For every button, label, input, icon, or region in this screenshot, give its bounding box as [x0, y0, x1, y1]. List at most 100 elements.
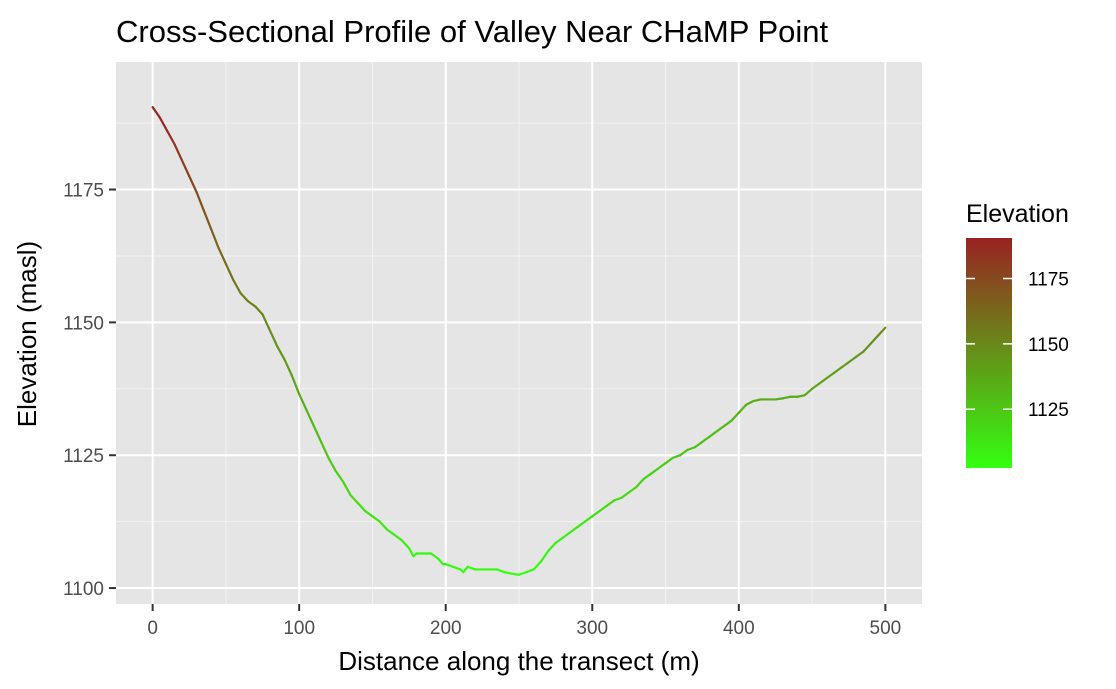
- profile-line-segment: [437, 557, 444, 566]
- profile-line-segment: [378, 520, 389, 531]
- y-tick-label: 1175: [63, 181, 104, 202]
- profile-line-segment: [613, 496, 623, 502]
- legend-tick-label: 1125: [1028, 400, 1069, 421]
- profile-line-segment: [774, 397, 784, 401]
- profile-line-segment: [386, 528, 396, 537]
- profile-line-segment: [283, 358, 293, 377]
- profile-line-segment: [649, 467, 660, 475]
- profile-line-segment: [466, 565, 477, 571]
- profile-line-segment: [708, 430, 718, 438]
- profile-line-segment: [664, 456, 674, 465]
- profile-line-segment: [525, 568, 535, 574]
- legend-tick-label: 1175: [1028, 270, 1069, 291]
- profile-line-segment: [825, 371, 836, 380]
- profile-line-segment: [510, 572, 521, 576]
- profile-line-segment: [781, 395, 792, 400]
- y-tick-label: 1100: [63, 579, 104, 600]
- profile-line-segment: [393, 533, 403, 542]
- profile-line-segment: [671, 454, 682, 459]
- profile-line-segment: [407, 547, 415, 558]
- y-tick-label: 1150: [63, 313, 104, 334]
- y-tick-label: 1125: [63, 446, 104, 467]
- profile-line-segment: [517, 571, 528, 576]
- profile-line-segment: [598, 504, 609, 513]
- profile-line-segment: [620, 491, 631, 499]
- profile-line-segment: [298, 393, 308, 412]
- profile-line-segment: [876, 326, 887, 337]
- profile-line-segment: [356, 501, 367, 513]
- legend-title: Elevation: [966, 200, 1069, 228]
- profile-line-segment: [173, 143, 184, 162]
- profile-line-segment: [268, 329, 279, 348]
- x-tick-label: 400: [723, 618, 755, 639]
- legend-tick-label: 1150: [1028, 335, 1069, 356]
- profile-line-segment: [627, 485, 638, 494]
- profile-line-segment: [862, 342, 872, 353]
- profile-line-segment: [847, 355, 858, 364]
- x-axis-title: Distance along the transect (m): [338, 646, 699, 676]
- profile-line-segment: [818, 377, 828, 385]
- profile-line-segment: [246, 300, 257, 308]
- chart-title: Cross-Sectional Profile of Valley Near C…: [116, 14, 829, 49]
- profile-line-segment: [151, 106, 162, 119]
- profile-line-segment: [202, 209, 213, 231]
- profile-line-segment: [217, 246, 228, 266]
- profile-line-segment: [840, 361, 850, 369]
- profile-line-segment: [342, 480, 352, 497]
- profile-line-segment: [239, 292, 249, 303]
- profile-line-segment: [462, 565, 469, 574]
- profile-line-segment: [715, 424, 726, 433]
- legend-ticks: 1125 1150 1175: [966, 270, 1069, 421]
- x-tick-label: 200: [430, 618, 462, 639]
- profile-line-segment: [642, 472, 652, 481]
- profile-line-segment: [195, 191, 206, 212]
- minor-gridlines: [116, 62, 922, 604]
- x-axis: 0 100 200 300 400 500: [147, 604, 901, 639]
- profile-line-segment: [803, 387, 814, 397]
- profile-line-segment: [364, 509, 374, 518]
- profile-line-segment: [635, 478, 645, 489]
- profile-line-segment: [547, 541, 557, 552]
- profile-line-segment: [334, 470, 345, 483]
- major-gridlines: [116, 62, 922, 604]
- x-tick-label: 0: [147, 618, 158, 639]
- profile-line-segment: [349, 493, 359, 505]
- profile-line-segment: [657, 462, 667, 470]
- profile-line-segment: [730, 411, 740, 422]
- x-tick-label: 300: [576, 618, 608, 639]
- profile-line-segment: [693, 440, 704, 449]
- profile-line-segment: [166, 129, 176, 146]
- profile-line-segment: [605, 499, 616, 507]
- profile-line-segment: [210, 228, 220, 250]
- y-axis: 1100 1125 1150 1175: [63, 181, 116, 600]
- profile-line-segment: [569, 525, 579, 534]
- profile-line-segment: [429, 552, 440, 560]
- profile-line-segment: [503, 571, 513, 575]
- profile-line-segment: [723, 419, 733, 428]
- profile-line-segment: [312, 424, 323, 444]
- profile-line-segment: [796, 394, 806, 398]
- profile-line-segment: [180, 159, 191, 178]
- profile-line-segment: [327, 456, 337, 473]
- profile-line-segment: [679, 448, 689, 457]
- profile-line-segment: [158, 116, 169, 133]
- legend-colorbar: [966, 238, 1012, 468]
- profile-line-segment: [232, 278, 242, 295]
- profile-line-segment: [188, 175, 198, 194]
- x-tick-label: 100: [283, 618, 315, 639]
- profile-line-segment: [495, 568, 506, 574]
- profile-line-segment: [752, 398, 762, 403]
- profile-line-segment: [290, 374, 301, 396]
- profile-series: [151, 106, 887, 576]
- legend: Elevation 1125 1150 1175: [966, 200, 1069, 468]
- profile-line-segment: [745, 399, 755, 406]
- profile-line-segment: [539, 549, 550, 563]
- profile-line-segment: [561, 531, 572, 539]
- profile-line-segment: [583, 515, 594, 523]
- profile-line-segment: [261, 313, 271, 332]
- profile-line-segment: [832, 366, 843, 374]
- profile-line-segment: [591, 509, 601, 518]
- y-axis-title: Elevation (masl): [12, 241, 42, 427]
- profile-line-segment: [532, 560, 543, 571]
